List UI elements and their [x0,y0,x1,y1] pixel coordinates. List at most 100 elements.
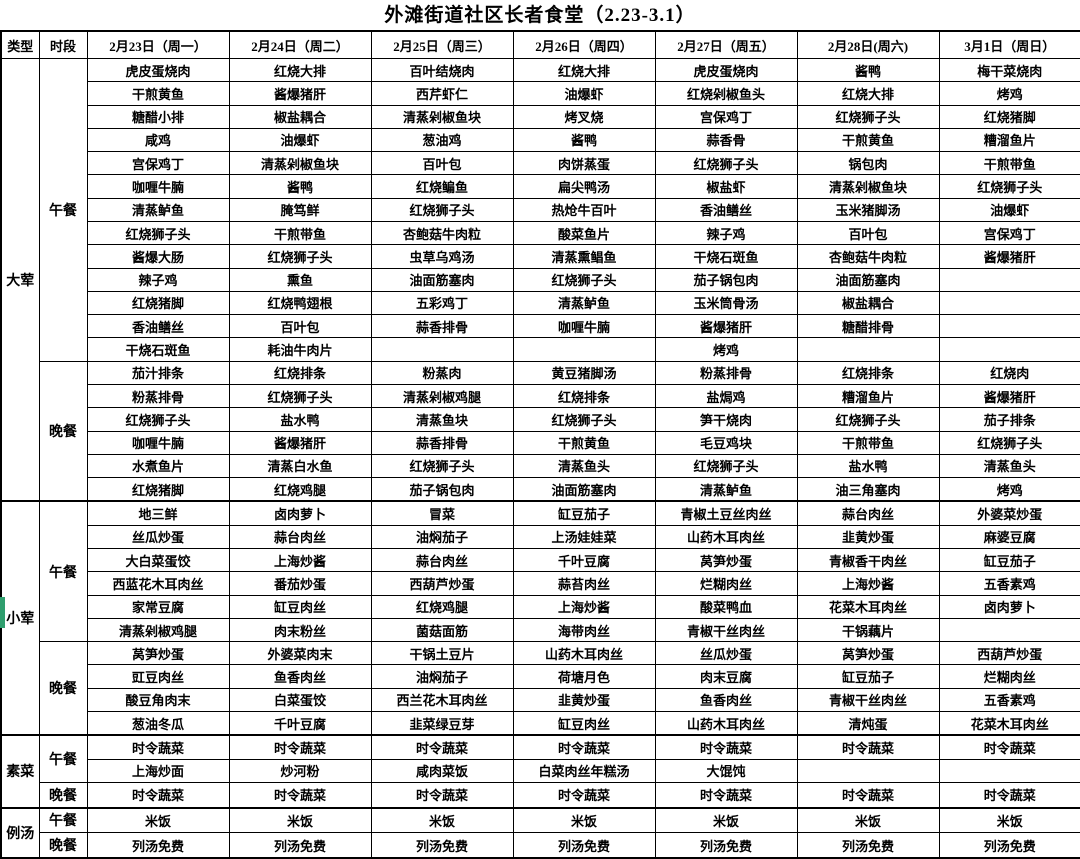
menu-cell: 腌笃鲜 [228,197,372,222]
menu-cell: 酱爆猪肝 [228,81,372,106]
table-row: 素菜 午餐 时令蔬菜 时令蔬菜 时令蔬菜 时令蔬菜 时令蔬菜 时令蔬菜 时令蔬菜 [0,734,1080,809]
menu-cell: 虎皮蛋烧肉 [654,57,798,83]
menu-cell: 粉蒸排骨 [86,383,230,409]
table-row: 例汤 午餐 米饭 米饭 米饭 米饭 米饭 米饭 米饭 [0,806,1080,859]
menu-cell: 红烧狮子头 [86,407,230,432]
menu-cell: 列汤免费 [370,832,514,859]
menu-cell: 莴笋炒蛋 [86,641,230,666]
menu-cell [796,758,940,784]
menu-cell: 酱爆猪肝 [228,430,372,455]
menu-cell: 西芹虾仁 [370,81,514,106]
menu-cell: 红烧狮子头 [228,383,372,409]
menu-cell: 上海炒面 [86,758,230,784]
menu-cell: 油爆虾 [512,81,656,106]
menu-cell: 上海炒酱 [512,594,656,619]
menu-cell: 酸菜鸭血 [654,594,798,619]
row-group-label: 素菜 [0,734,40,809]
menu-cell: 红烧鳊鱼 [370,174,514,199]
menu-cell: 米饭 [796,806,940,834]
menu-cell: 茄子排条 [938,407,1080,432]
menu-cell: 时令蔬菜 [228,782,372,809]
menu-cell: 杏鲍菇牛肉粒 [370,220,514,246]
menu-cell: 香油鳝丝 [86,314,230,339]
menu-cell: 干煎带鱼 [938,151,1080,176]
menu-cell: 烂糊肉丝 [938,664,1080,689]
menu-cell: 咖喱牛腩 [86,174,230,199]
menu-cell: 卤肉萝卜 [228,500,372,526]
menu-cell: 豇豆肉丝 [86,664,230,689]
menu-cell: 清蒸剁椒鱼块 [370,104,514,129]
menu-cell: 白菜蛋饺 [228,687,372,713]
menu-cell: 清炖蛋 [796,711,940,736]
menu-cell: 时令蔬菜 [938,734,1080,760]
menu-cell: 玉米猪脚汤 [796,197,940,222]
menu-cell: 花菜木耳肉丝 [938,711,1080,736]
menu-cell: 油面筋塞肉 [370,267,514,292]
menu-cell: 韭黄炒蛋 [796,524,940,550]
menu-cell: 油爆虾 [228,127,372,153]
menu-cell: 红烧大排 [512,57,656,83]
menu-cell [938,314,1080,339]
row-group-label: 大荤 [0,58,40,502]
table-row: 晚餐 莴笋炒蛋 外婆菜肉末 干锅土豆片 山药木耳肉丝 丝瓜炒蛋 莴笋炒蛋 西葫芦炒蛋 [1,641,1080,736]
page-title: 外滩街道社区长者食堂（2.23-3.1） [384,5,696,26]
menu-cell: 时令蔬菜 [86,782,230,809]
menu-cell: 葱油鸡 [370,127,514,153]
meal-period-label: 午餐 [38,806,88,834]
menu-cell [938,758,1080,784]
table-row: 家常豆腐 缸豆肉丝 红烧鸡腿 上海炒酱 酸菜鸭血 花菜木耳肉丝 卤肉萝卜 [1,594,1080,619]
menu-cell: 蒜台肉丝 [796,500,940,526]
menu-cell: 外婆菜肉末 [228,641,372,666]
menu-cell: 肉末豆腐 [654,664,798,689]
menu-cell: 西葫芦炒蛋 [370,571,514,596]
menu-cell: 列汤免费 [512,832,656,859]
menu-cell: 红烧鸡腿 [370,594,514,619]
menu-cell: 鱼香肉丝 [228,664,372,689]
menu-cell: 家常豆腐 [86,594,230,619]
menu-cell: 虫草乌鸡汤 [370,244,514,269]
menu-cell: 油爆虾 [938,197,1080,222]
day-header: 2月25日（周三） [370,30,514,59]
menu-cell: 米饭 [228,806,372,834]
menu-cell: 花菜木耳肉丝 [796,594,940,619]
menu-cell: 麻婆豆腐 [938,524,1080,550]
menu-cell: 百叶包 [370,151,514,176]
menu-cell: 上海炒酱 [228,548,372,573]
menu-cell: 西葫芦炒蛋 [938,641,1080,666]
menu-cell: 上汤娃娃菜 [512,524,656,550]
menu-cell: 红烧排条 [796,360,940,385]
menu-cell: 百叶包 [228,314,372,339]
table-row: 咸鸡 油爆虾 葱油鸡 酱鸭 蒜香骨 干煎黄鱼 糟溜鱼片 [1,127,1080,153]
menu-cell: 酱鸭 [512,127,656,153]
table-row: 咖喱牛腩 酱爆猪肝 蒜香排骨 干煎黄鱼 毛豆鸡块 干煎带鱼 红烧狮子头 [1,430,1080,455]
menu-cell: 外婆菜炒蛋 [938,500,1080,526]
menu-cell: 荷塘月色 [512,664,656,689]
menu-cell: 烤叉烧 [512,104,656,129]
menu-cell: 山药木耳肉丝 [654,524,798,550]
menu-cell: 椒盐虾 [654,174,798,199]
menu-cell: 番茄炒蛋 [228,571,372,596]
menu-cell: 时令蔬菜 [796,782,940,809]
menu-cell: 时令蔬菜 [370,782,514,809]
menu-cell: 葱油冬瓜 [86,711,230,736]
table-row: 宫保鸡丁 清蒸剁椒鱼块 百叶包 肉饼蒸蛋 红烧狮子头 锅包肉 干煎带鱼 [1,151,1080,176]
menu-cell: 红烧肉 [938,360,1080,385]
table-row: 红烧狮子头 干煎带鱼 杏鲍菇牛肉粒 酸菜鱼片 辣子鸡 百叶包 宫保鸡丁 [1,220,1080,246]
menu-cell: 鱼香肉丝 [654,687,798,713]
menu-cell: 咸肉菜饭 [370,758,514,784]
menu-cell: 熏鱼 [228,267,372,292]
menu-cell: 青椒香干肉丝 [796,548,940,573]
row-group-label: 例汤 [0,806,40,859]
menu-cell: 油面筋塞肉 [796,267,940,292]
menu-cell: 海带肉丝 [512,617,656,643]
menu-cell: 时令蔬菜 [938,782,1080,809]
menu-cell: 烤鸡 [938,477,1080,502]
day-header: 2月23日（周一） [86,30,230,59]
menu-cell: 红烧狮子头 [370,197,514,222]
menu-cell: 蒜台肉丝 [370,548,514,573]
menu-cell: 糖醋排骨 [796,314,940,339]
menu-cell: 红烧狮子头 [796,104,940,129]
menu-cell: 清蒸剁椒鸡腿 [370,383,514,409]
menu-cell [938,267,1080,292]
menu-cell: 干煎带鱼 [228,220,372,246]
